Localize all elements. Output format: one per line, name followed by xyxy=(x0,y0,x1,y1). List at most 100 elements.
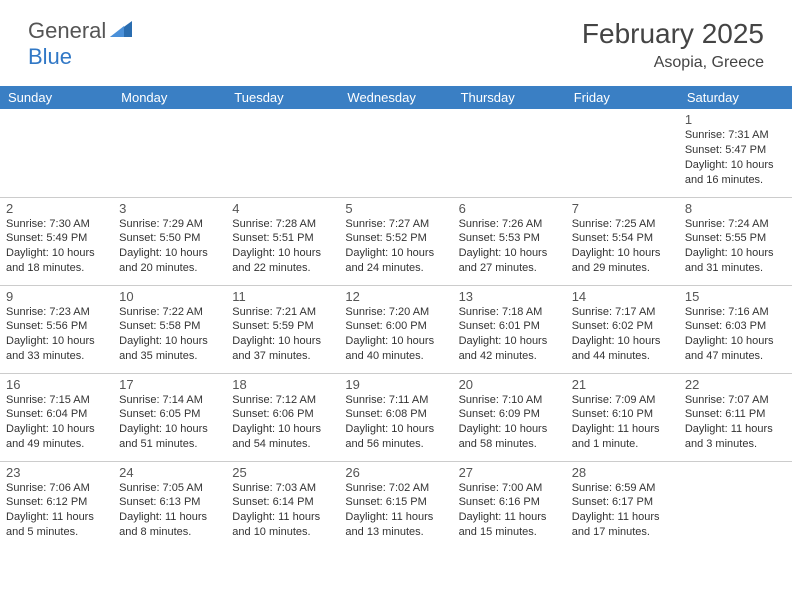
calendar-day: 15Sunrise: 7:16 AMSunset: 6:03 PMDayligh… xyxy=(679,285,792,373)
day-info: Sunrise: 7:30 AMSunset: 5:49 PMDaylight:… xyxy=(6,217,107,276)
calendar-day: 26Sunrise: 7:02 AMSunset: 6:15 PMDayligh… xyxy=(339,461,452,549)
day-info: Sunrise: 7:20 AMSunset: 6:00 PMDaylight:… xyxy=(345,305,446,364)
day-number: 16 xyxy=(6,377,107,392)
calendar-day: 23Sunrise: 7:06 AMSunset: 6:12 PMDayligh… xyxy=(0,461,113,549)
calendar-day: 20Sunrise: 7:10 AMSunset: 6:09 PMDayligh… xyxy=(453,373,566,461)
day-info: Sunrise: 7:26 AMSunset: 5:53 PMDaylight:… xyxy=(459,217,560,276)
day-number: 18 xyxy=(232,377,333,392)
day-number: 8 xyxy=(685,201,786,216)
logo-text-blue: Blue xyxy=(28,44,72,69)
calendar-day: 8Sunrise: 7:24 AMSunset: 5:55 PMDaylight… xyxy=(679,197,792,285)
day-info: Sunrise: 7:10 AMSunset: 6:09 PMDaylight:… xyxy=(459,393,560,452)
day-number: 27 xyxy=(459,465,560,480)
day-info: Sunrise: 7:28 AMSunset: 5:51 PMDaylight:… xyxy=(232,217,333,276)
calendar-week: 2Sunrise: 7:30 AMSunset: 5:49 PMDaylight… xyxy=(0,197,792,285)
day-header: Friday xyxy=(566,86,679,109)
calendar-body: 1Sunrise: 7:31 AMSunset: 5:47 PMDaylight… xyxy=(0,109,792,549)
day-info: Sunrise: 7:21 AMSunset: 5:59 PMDaylight:… xyxy=(232,305,333,364)
day-number: 12 xyxy=(345,289,446,304)
calendar-day: 10Sunrise: 7:22 AMSunset: 5:58 PMDayligh… xyxy=(113,285,226,373)
calendar-week: 1Sunrise: 7:31 AMSunset: 5:47 PMDaylight… xyxy=(0,109,792,197)
day-header: Wednesday xyxy=(339,86,452,109)
calendar-day: 3Sunrise: 7:29 AMSunset: 5:50 PMDaylight… xyxy=(113,197,226,285)
calendar-empty xyxy=(113,109,226,197)
logo: General xyxy=(28,18,134,44)
location: Asopia, Greece xyxy=(582,54,764,72)
day-info: Sunrise: 7:25 AMSunset: 5:54 PMDaylight:… xyxy=(572,217,673,276)
calendar-day: 17Sunrise: 7:14 AMSunset: 6:05 PMDayligh… xyxy=(113,373,226,461)
day-number: 23 xyxy=(6,465,107,480)
day-info: Sunrise: 7:18 AMSunset: 6:01 PMDaylight:… xyxy=(459,305,560,364)
day-info: Sunrise: 7:15 AMSunset: 6:04 PMDaylight:… xyxy=(6,393,107,452)
calendar-day: 14Sunrise: 7:17 AMSunset: 6:02 PMDayligh… xyxy=(566,285,679,373)
day-number: 1 xyxy=(685,112,786,127)
day-info: Sunrise: 7:14 AMSunset: 6:05 PMDaylight:… xyxy=(119,393,220,452)
calendar-day: 27Sunrise: 7:00 AMSunset: 6:16 PMDayligh… xyxy=(453,461,566,549)
day-number: 28 xyxy=(572,465,673,480)
day-header-row: SundayMondayTuesdayWednesdayThursdayFrid… xyxy=(0,86,792,109)
day-number: 26 xyxy=(345,465,446,480)
day-info: Sunrise: 7:03 AMSunset: 6:14 PMDaylight:… xyxy=(232,481,333,540)
calendar-day: 5Sunrise: 7:27 AMSunset: 5:52 PMDaylight… xyxy=(339,197,452,285)
calendar-day: 2Sunrise: 7:30 AMSunset: 5:49 PMDaylight… xyxy=(0,197,113,285)
day-header: Thursday xyxy=(453,86,566,109)
day-number: 3 xyxy=(119,201,220,216)
day-number: 22 xyxy=(685,377,786,392)
day-number: 15 xyxy=(685,289,786,304)
calendar-empty xyxy=(226,109,339,197)
calendar-day: 1Sunrise: 7:31 AMSunset: 5:47 PMDaylight… xyxy=(679,109,792,197)
calendar-day: 18Sunrise: 7:12 AMSunset: 6:06 PMDayligh… xyxy=(226,373,339,461)
calendar-empty xyxy=(339,109,452,197)
day-number: 9 xyxy=(6,289,107,304)
day-info: Sunrise: 7:05 AMSunset: 6:13 PMDaylight:… xyxy=(119,481,220,540)
calendar-day: 21Sunrise: 7:09 AMSunset: 6:10 PMDayligh… xyxy=(566,373,679,461)
day-info: Sunrise: 7:09 AMSunset: 6:10 PMDaylight:… xyxy=(572,393,673,452)
calendar-week: 23Sunrise: 7:06 AMSunset: 6:12 PMDayligh… xyxy=(0,461,792,549)
day-number: 24 xyxy=(119,465,220,480)
day-info: Sunrise: 6:59 AMSunset: 6:17 PMDaylight:… xyxy=(572,481,673,540)
calendar-day: 28Sunrise: 6:59 AMSunset: 6:17 PMDayligh… xyxy=(566,461,679,549)
day-number: 17 xyxy=(119,377,220,392)
calendar-day: 19Sunrise: 7:11 AMSunset: 6:08 PMDayligh… xyxy=(339,373,452,461)
calendar-day: 24Sunrise: 7:05 AMSunset: 6:13 PMDayligh… xyxy=(113,461,226,549)
title-block: February 2025 Asopia, Greece xyxy=(582,18,764,72)
day-info: Sunrise: 7:24 AMSunset: 5:55 PMDaylight:… xyxy=(685,217,786,276)
day-info: Sunrise: 7:23 AMSunset: 5:56 PMDaylight:… xyxy=(6,305,107,364)
day-number: 4 xyxy=(232,201,333,216)
day-info: Sunrise: 7:12 AMSunset: 6:06 PMDaylight:… xyxy=(232,393,333,452)
day-info: Sunrise: 7:29 AMSunset: 5:50 PMDaylight:… xyxy=(119,217,220,276)
logo-text-general: General xyxy=(28,18,106,44)
day-number: 10 xyxy=(119,289,220,304)
calendar-day: 11Sunrise: 7:21 AMSunset: 5:59 PMDayligh… xyxy=(226,285,339,373)
day-number: 6 xyxy=(459,201,560,216)
calendar-day: 22Sunrise: 7:07 AMSunset: 6:11 PMDayligh… xyxy=(679,373,792,461)
calendar-day: 25Sunrise: 7:03 AMSunset: 6:14 PMDayligh… xyxy=(226,461,339,549)
day-header: Tuesday xyxy=(226,86,339,109)
day-header: Sunday xyxy=(0,86,113,109)
day-info: Sunrise: 7:11 AMSunset: 6:08 PMDaylight:… xyxy=(345,393,446,452)
calendar-week: 16Sunrise: 7:15 AMSunset: 6:04 PMDayligh… xyxy=(0,373,792,461)
day-header: Monday xyxy=(113,86,226,109)
day-info: Sunrise: 7:17 AMSunset: 6:02 PMDaylight:… xyxy=(572,305,673,364)
calendar-day: 12Sunrise: 7:20 AMSunset: 6:00 PMDayligh… xyxy=(339,285,452,373)
day-number: 25 xyxy=(232,465,333,480)
calendar-empty xyxy=(453,109,566,197)
day-info: Sunrise: 7:07 AMSunset: 6:11 PMDaylight:… xyxy=(685,393,786,452)
day-info: Sunrise: 7:31 AMSunset: 5:47 PMDaylight:… xyxy=(685,128,786,187)
calendar-day: 13Sunrise: 7:18 AMSunset: 6:01 PMDayligh… xyxy=(453,285,566,373)
day-number: 19 xyxy=(345,377,446,392)
calendar-day: 7Sunrise: 7:25 AMSunset: 5:54 PMDaylight… xyxy=(566,197,679,285)
day-info: Sunrise: 7:02 AMSunset: 6:15 PMDaylight:… xyxy=(345,481,446,540)
day-info: Sunrise: 7:06 AMSunset: 6:12 PMDaylight:… xyxy=(6,481,107,540)
calendar-week: 9Sunrise: 7:23 AMSunset: 5:56 PMDaylight… xyxy=(0,285,792,373)
calendar-day: 9Sunrise: 7:23 AMSunset: 5:56 PMDaylight… xyxy=(0,285,113,373)
calendar-empty xyxy=(679,461,792,549)
calendar-table: SundayMondayTuesdayWednesdayThursdayFrid… xyxy=(0,86,792,549)
calendar-empty xyxy=(566,109,679,197)
calendar-day: 6Sunrise: 7:26 AMSunset: 5:53 PMDaylight… xyxy=(453,197,566,285)
day-number: 13 xyxy=(459,289,560,304)
day-number: 21 xyxy=(572,377,673,392)
calendar-day: 16Sunrise: 7:15 AMSunset: 6:04 PMDayligh… xyxy=(0,373,113,461)
calendar-empty xyxy=(0,109,113,197)
day-number: 7 xyxy=(572,201,673,216)
